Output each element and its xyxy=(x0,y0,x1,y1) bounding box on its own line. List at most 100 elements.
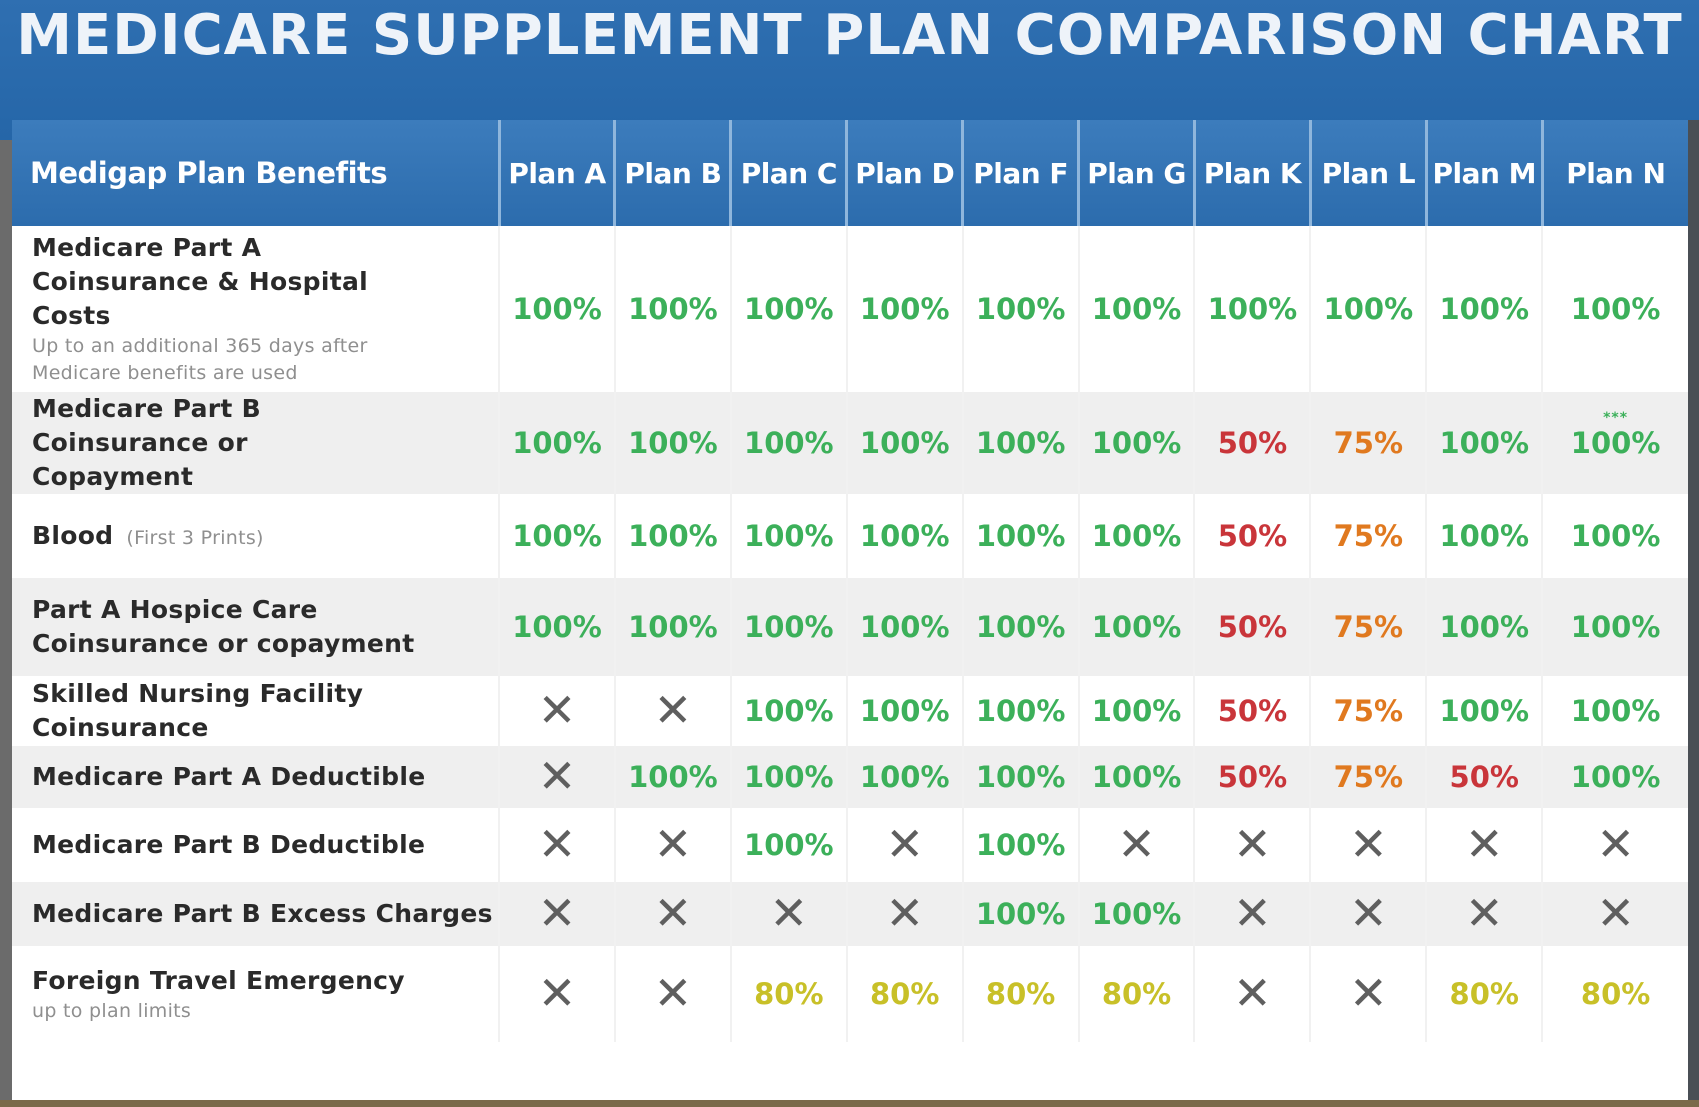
plan-value-cell: 100% xyxy=(729,676,847,746)
coverage-value: 100% xyxy=(1092,760,1182,794)
benefit-label: Medicare Part B Coinsurance or Copayment xyxy=(12,392,500,494)
coverage-text: ✕ xyxy=(1596,885,1635,940)
coverage-text: 100% xyxy=(975,760,1066,794)
coverage-text: 50% xyxy=(1217,694,1288,728)
coverage-value: 100% xyxy=(1439,292,1529,326)
not-covered-icon: ✕ xyxy=(885,821,924,867)
coverage-text: 100% xyxy=(1207,292,1298,326)
not-covered-icon: ✕ xyxy=(538,821,577,867)
table-row: Medicare Part A Deductible ✕ 100% 100% 100% 1… xyxy=(12,746,1688,808)
coverage-value: 50% xyxy=(1450,760,1519,794)
coverage-value: 100% xyxy=(860,426,950,460)
not-covered-icon: ✕ xyxy=(1349,821,1388,867)
plan-value-cell: 100% xyxy=(613,392,731,494)
plan-value-cell: 80% xyxy=(1425,946,1543,1042)
coverage-value: 100% xyxy=(512,292,602,326)
not-covered-icon: ✕ xyxy=(654,970,693,1016)
coverage-value: 100% xyxy=(1092,292,1182,326)
coverage-value: 100% xyxy=(512,519,602,553)
plan-value-cell: ✕ xyxy=(613,946,731,1042)
coverage-text: ✕ xyxy=(653,885,693,940)
plan-value-cell: 100% xyxy=(1541,494,1688,578)
not-covered-icon: ✕ xyxy=(1233,821,1272,867)
coverage-text: 100% xyxy=(744,828,834,862)
plan-value-cell: 50% xyxy=(1193,494,1311,578)
coverage-value: 80% xyxy=(1450,977,1519,1011)
plan-value-cell: 100% xyxy=(1541,746,1688,808)
not-covered-icon: ✕ xyxy=(538,970,577,1016)
coverage-text: 75% xyxy=(1333,426,1404,460)
benefit-name: Medicare Part A Deductible xyxy=(32,762,426,791)
coverage-text: 100% xyxy=(1091,897,1182,931)
coverage-text: 100% xyxy=(1570,292,1661,326)
coverage-text: 75% xyxy=(1333,519,1404,553)
plan-value-cell: 100% xyxy=(498,494,615,578)
plan-b-header: Plan B xyxy=(613,120,731,226)
benefit-name: Medicare Part B Coinsurance or Copayment xyxy=(32,394,262,491)
table-row: Foreign Travel Emergency up to plan limit… xyxy=(12,946,1688,1042)
plan-value-cell: ✕ xyxy=(1309,882,1427,946)
page-title: MEDICARE SUPPLEMENT PLAN COMPARISON CHAR… xyxy=(16,3,1683,68)
coverage-value: 80% xyxy=(1581,977,1650,1011)
coverage-value: 75% xyxy=(1334,426,1403,460)
benefit-name: Medicare Part A Coinsurance & Hospital C… xyxy=(32,233,368,330)
coverage-text: 100% xyxy=(975,292,1066,326)
table-row: Skilled Nursing Facility Coinsurance ✕ ✕ 10… xyxy=(12,676,1688,746)
coverage-value: 100% xyxy=(628,292,718,326)
coverage-value: 100% xyxy=(860,519,950,553)
coverage-value: 100% xyxy=(1571,694,1661,728)
plan-value-cell: 100% xyxy=(729,808,847,882)
plan-value-cell: 100% xyxy=(961,882,1079,946)
plan-value-cell: 100% xyxy=(845,392,963,494)
plan-value-cell: ✕ xyxy=(613,676,731,746)
plan-value-cell: 100% xyxy=(1425,494,1543,578)
plan-value-cell: 100% xyxy=(498,578,615,676)
coverage-value: 100% xyxy=(1324,292,1414,326)
plan-value-cell: ✕ xyxy=(498,746,615,808)
plan-value-cell: ✕ xyxy=(845,808,963,882)
coverage-text: ✕ xyxy=(653,965,693,1020)
plan-value-cell: 50% xyxy=(1193,578,1311,676)
plan-c-header: Plan C xyxy=(729,120,847,226)
not-covered-icon: ✕ xyxy=(1465,890,1504,936)
plan-value-cell: ✕ xyxy=(1193,882,1311,946)
plan-value-cell: 100% xyxy=(729,746,847,808)
plan-value-cell: ✕ xyxy=(1425,808,1543,882)
coverage-value: 100% *** xyxy=(1570,410,1661,460)
coverage-text: 80% xyxy=(1101,977,1172,1011)
plan-value-cell: 80% xyxy=(1541,946,1688,1042)
plan-d-header: Plan D xyxy=(845,120,963,226)
plan-value-cell: 50% xyxy=(1193,392,1311,494)
coverage-value: 100% xyxy=(1571,519,1661,553)
benefit-label: Medicare Part A Deductible xyxy=(12,746,500,808)
plan-k-header: Plan K xyxy=(1192,120,1311,226)
coverage-text: 100% xyxy=(1439,426,1530,460)
plan-value-cell: 80% xyxy=(729,946,847,1042)
coverage-value: 100% xyxy=(860,760,950,794)
coverage-value: 100% xyxy=(1439,610,1529,644)
coverage-text: 100% xyxy=(1570,426,1661,460)
plan-value-cell: 75% xyxy=(1309,578,1427,676)
plan-value-cell: 100% xyxy=(1425,392,1543,494)
table-row: Medicare Part B Excess Charges ✕ ✕ ✕ ✕ 100% 10… xyxy=(12,882,1688,946)
plan-value-cell: ✕ xyxy=(498,676,615,746)
coverage-value: 100% xyxy=(1092,694,1182,728)
not-covered-icon: ✕ xyxy=(1233,890,1272,936)
coverage-text: 100% xyxy=(628,610,718,644)
coverage-value: 75% xyxy=(1334,610,1403,644)
coverage-text: 75% xyxy=(1333,610,1404,644)
coverage-text: 100% xyxy=(975,828,1066,862)
plan-value-cell: ✕ xyxy=(498,946,615,1042)
coverage-value: 100% xyxy=(628,760,718,794)
coverage-text: ✕ xyxy=(1349,816,1388,871)
plan-value-cell: ✕ xyxy=(1193,946,1311,1042)
coverage-text: 100% xyxy=(975,897,1066,931)
coverage-text: 50% xyxy=(1449,760,1519,794)
not-covered-icon: ✕ xyxy=(1117,821,1156,867)
benefit-note: up to plan limits xyxy=(32,999,192,1022)
plan-value-cell: 100% xyxy=(961,392,1079,494)
bottom-strip xyxy=(0,1100,1699,1107)
plan-value-cell: ✕ xyxy=(1425,882,1543,946)
coverage-text: 100% xyxy=(859,694,950,728)
plan-value-cell: 75% xyxy=(1309,392,1427,494)
